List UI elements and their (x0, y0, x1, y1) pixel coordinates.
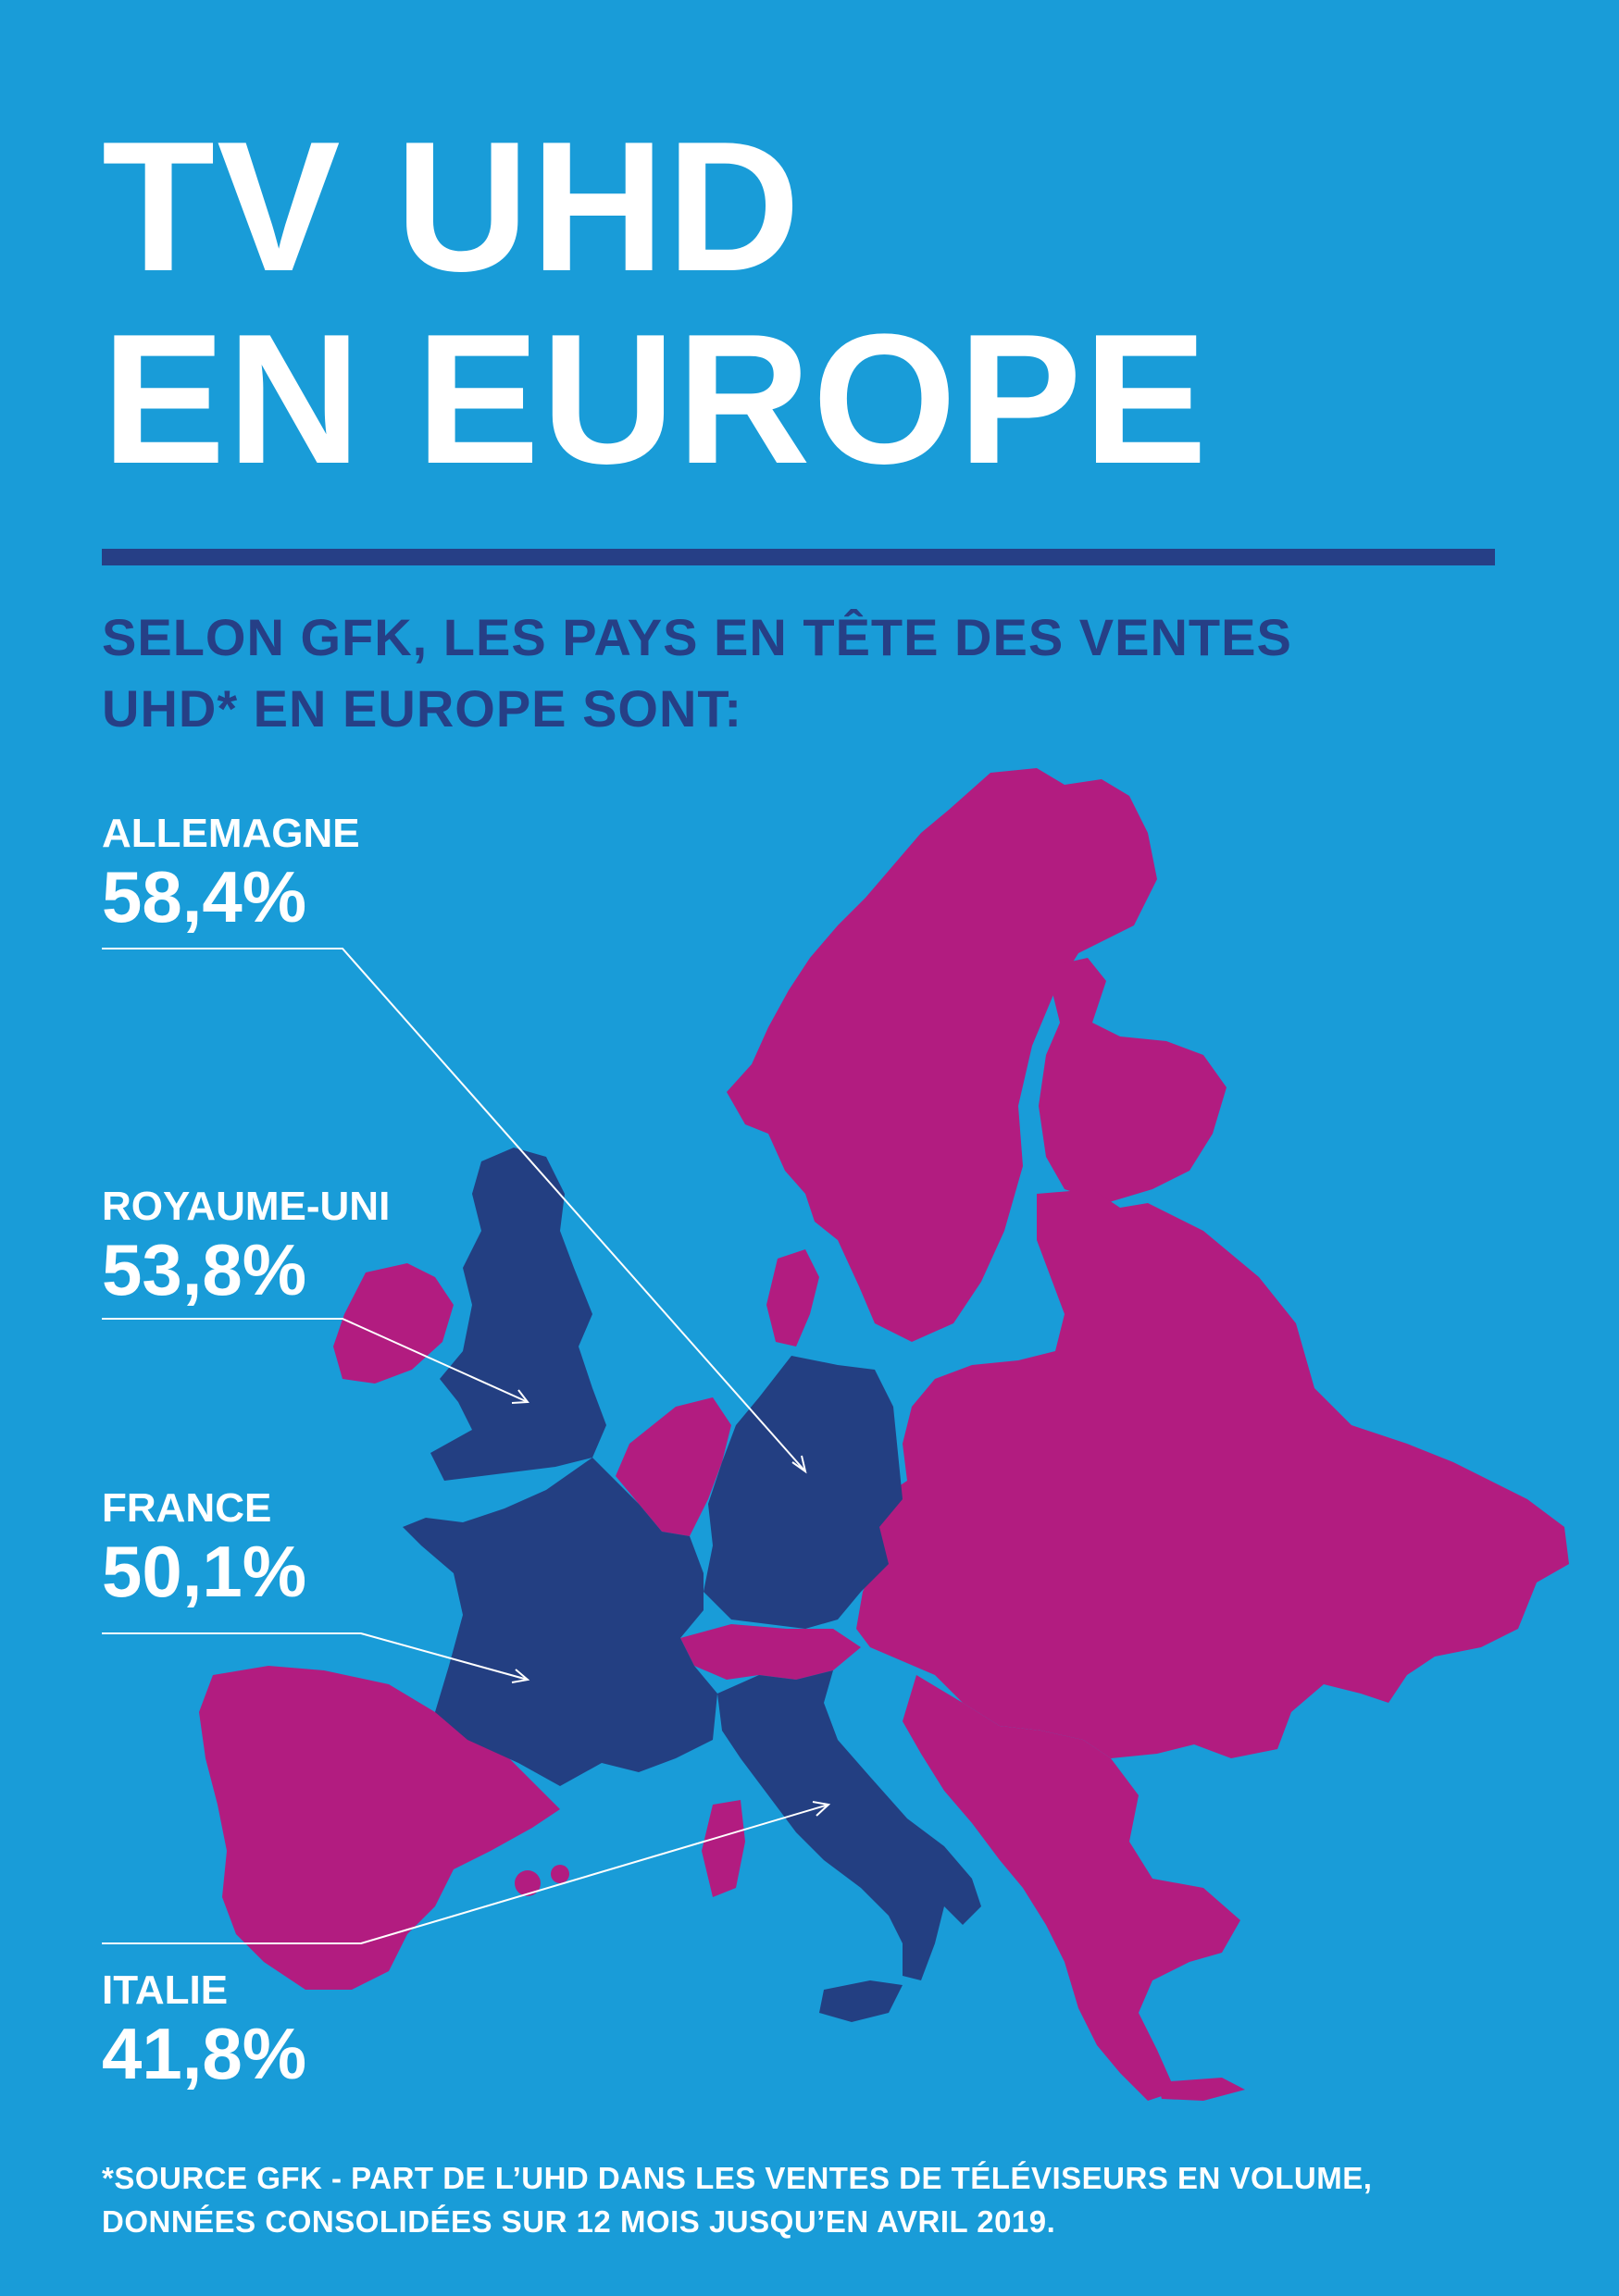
page-title: TV UHD EN EUROPE (102, 111, 1209, 496)
country-name: ALLEMAGNE (102, 811, 360, 856)
map-benelux (616, 1397, 731, 1536)
map-eastern-europe (852, 1189, 1569, 1758)
pointer-royaume-uni (102, 1318, 529, 1403)
pointer-lines (102, 948, 831, 1944)
map-germany (704, 1356, 903, 1629)
map-italy (717, 1670, 981, 1980)
country-share: 50,1% (102, 1531, 307, 1612)
map-ireland (333, 1263, 454, 1384)
map-crete (1157, 2078, 1245, 2101)
pointer-france (102, 1632, 529, 1681)
pointer-italie (102, 1804, 829, 1944)
map-france (403, 1458, 717, 1786)
label-allemagne: ALLEMAGNE 58,4% (102, 810, 360, 936)
subtitle-line-2: UHD* EN EUROPE SONT: (102, 679, 743, 738)
map-finland (1039, 958, 1227, 1203)
subtitle: SELON GFK, LES PAYS EN TÊTE DES VENTES U… (102, 602, 1292, 744)
map-great-britain (430, 1148, 606, 1481)
map-iberia (199, 1666, 560, 1990)
country-name: ROYAUME-UNI (102, 1184, 391, 1229)
map-sardinia (702, 1800, 745, 1897)
map-sicily (819, 1980, 903, 2022)
label-italie: ITALIE 41,8% (102, 1967, 306, 2092)
pointer-allemagne (102, 948, 806, 1472)
label-royaume-uni: ROYAUME-UNI 53,8% (102, 1183, 390, 1309)
country-share: 53,8% (102, 1229, 307, 1310)
title-line-2: EN EUROPE (102, 296, 1210, 503)
country-name: ITALIE (102, 1967, 229, 2013)
country-name: FRANCE (102, 1485, 272, 1531)
footnote-line-2: DONNÉES CONSOLIDÉES SUR 12 MOIS JUSQU’EN… (102, 2204, 1056, 2239)
label-france: FRANCE 50,1% (102, 1484, 306, 1610)
highlighted-countries (403, 1148, 981, 2022)
map-denmark (766, 1249, 819, 1347)
other-countries (199, 768, 1569, 2101)
map-balearics (515, 1870, 541, 1896)
map-switzerland (680, 1624, 861, 1680)
footnote-line-1: *SOURCE GFK - PART DE L’UHD DANS LES VEN… (102, 2161, 1373, 2195)
title-divider (102, 549, 1495, 565)
map-scandinavia (727, 768, 1157, 1342)
country-share: 58,4% (102, 856, 307, 937)
subtitle-line-1: SELON GFK, LES PAYS EN TÊTE DES VENTES (102, 608, 1292, 666)
country-share: 41,8% (102, 2013, 307, 2094)
map-balkans (903, 1675, 1240, 2101)
source-footnote: *SOURCE GFK - PART DE L’UHD DANS LES VEN… (102, 2156, 1372, 2243)
title-line-1: TV UHD (102, 104, 803, 310)
